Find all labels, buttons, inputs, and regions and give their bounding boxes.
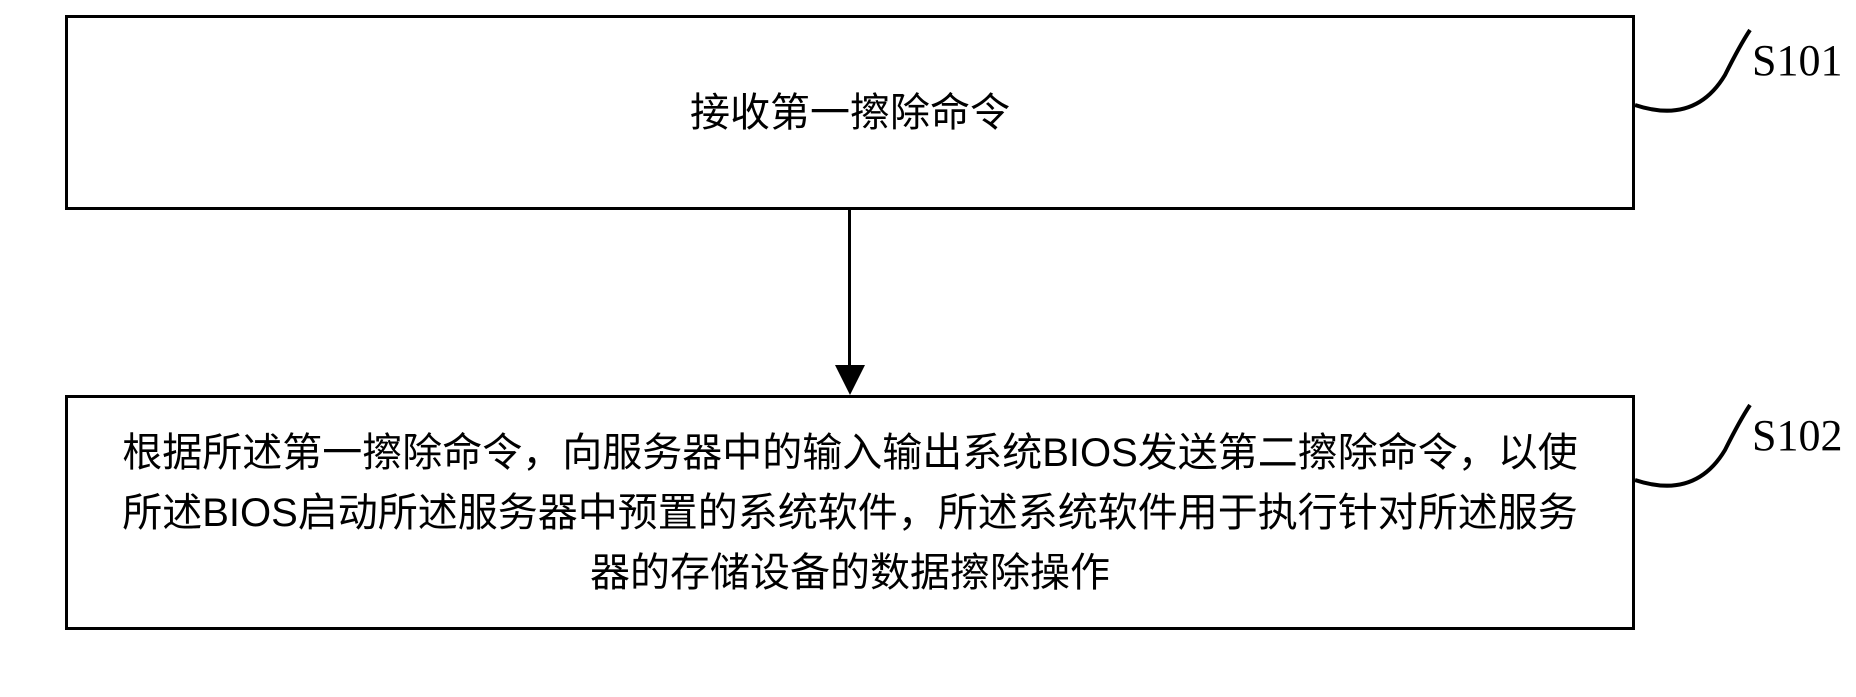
arrow-line (848, 210, 851, 370)
flowchart-step-2: 根据所述第一擦除命令，向服务器中的输入输出系统BIOS发送第二擦除命令，以使所述… (65, 395, 1635, 630)
step-1-label: S101 (1752, 35, 1842, 86)
flowchart-container: 接收第一擦除命令 S101 根据所述第一擦除命令，向服务器中的输入输出系统BIO… (0, 0, 1856, 697)
connector-2 (1635, 400, 1765, 500)
step-2-text: 根据所述第一擦除命令，向服务器中的输入输出系统BIOS发送第二擦除命令，以使所述… (108, 423, 1592, 603)
arrow-head (835, 365, 865, 395)
flowchart-step-1: 接收第一擦除命令 (65, 15, 1635, 210)
step-2-label: S102 (1752, 410, 1842, 461)
step-1-text: 接收第一擦除命令 (690, 83, 1010, 143)
connector-1 (1635, 25, 1765, 125)
